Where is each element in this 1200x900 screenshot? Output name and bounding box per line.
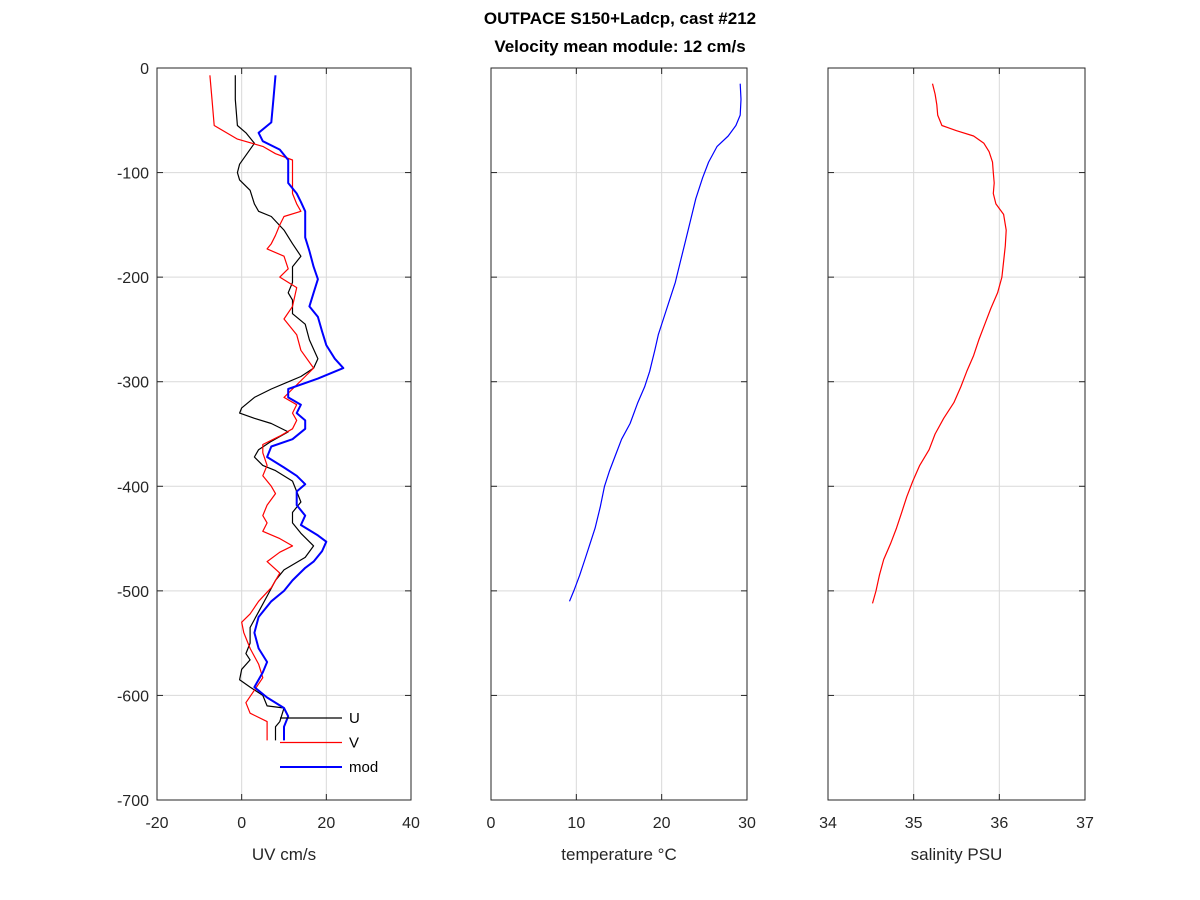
uv-y-tick-label: -100 bbox=[117, 166, 149, 183]
sal-series-line-line bbox=[871, 83, 1007, 604]
sal-axes-frame bbox=[827, 67, 1086, 801]
uv-x-tick-label: 0 bbox=[237, 815, 246, 832]
legend-label-u: U bbox=[349, 710, 360, 727]
uv-series-mod-line bbox=[253, 75, 345, 741]
uv-series-u-line bbox=[234, 75, 319, 741]
uv-y-tick-label: -300 bbox=[117, 375, 149, 392]
salinity-plot: 34 35 36 37 salinity PSU bbox=[819, 67, 1094, 864]
legend-label-v: V bbox=[349, 735, 359, 752]
uv-y-tick-label: -700 bbox=[117, 793, 149, 810]
uv-x-axis-label: UV cm/s bbox=[252, 845, 316, 864]
sal-x-tick-label: 37 bbox=[1076, 815, 1094, 832]
sal-axes-background bbox=[828, 68, 1085, 800]
sal-x-tick-label: 36 bbox=[990, 815, 1008, 832]
temp-x-axis-label: temperature °C bbox=[561, 845, 676, 864]
figure-title-line1: OUTPACE S150+Ladcp, cast #212 bbox=[484, 9, 756, 28]
figure-title-line2: Velocity mean module: 12 cm/s bbox=[494, 37, 745, 56]
uv-y-tick-label: -500 bbox=[117, 584, 149, 601]
uv-velocity-plot: -20 0 20 400-100-200-300-400-500-600-700UV … bbox=[117, 61, 420, 864]
temp-x-tick-label: 30 bbox=[738, 815, 756, 832]
temp-x-tick-label: 0 bbox=[487, 815, 496, 832]
temp-x-tick-label: 20 bbox=[653, 815, 671, 832]
uv-x-tick-label: 40 bbox=[402, 815, 420, 832]
temp-x-tick-label: 10 bbox=[567, 815, 585, 832]
uv-y-tick-label: 0 bbox=[140, 61, 149, 78]
sal-x-axis-label: salinity PSU bbox=[911, 845, 1003, 864]
sal-x-tick-label: 34 bbox=[819, 815, 837, 832]
legend-label-mod: mod bbox=[349, 759, 378, 776]
uv-x-tick-label: -20 bbox=[145, 815, 168, 832]
uv-y-tick-label: -200 bbox=[117, 270, 149, 287]
uv-y-tick-label: -400 bbox=[117, 479, 149, 496]
temp-axes-frame bbox=[490, 67, 748, 801]
uv-x-tick-label: 20 bbox=[317, 815, 335, 832]
temp-axes-background bbox=[491, 68, 747, 800]
uv-series-v-line bbox=[209, 75, 315, 741]
temp-series-line-line bbox=[568, 83, 742, 602]
uv-axes-frame bbox=[156, 67, 412, 801]
sal-x-tick-label: 35 bbox=[905, 815, 923, 832]
uv-y-tick-label: -600 bbox=[117, 688, 149, 705]
temperature-plot: 0 10 20 30 temperature °C bbox=[487, 67, 756, 864]
